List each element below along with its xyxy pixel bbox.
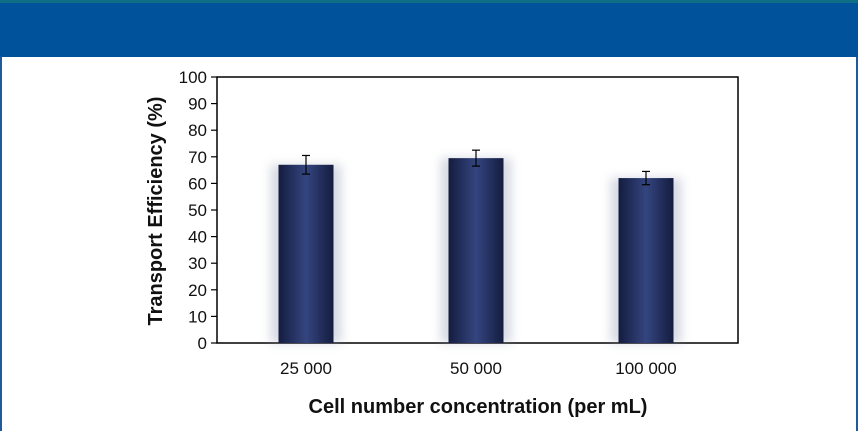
y-tick-label: 20 — [188, 281, 207, 300]
error-bar — [302, 154, 310, 175]
x-axis: 25 000 50 000 100 000 — [280, 359, 677, 378]
x-tick-label: 100 000 — [615, 359, 676, 378]
x-tick-label: 25 000 — [280, 359, 332, 378]
header-banner — [0, 0, 858, 57]
y-tick-label: 100 — [179, 68, 207, 87]
bars — [278, 158, 674, 343]
y-axis: 0 10 20 30 40 50 60 70 80 90 100 — [179, 68, 217, 353]
y-tick-label: 90 — [188, 95, 207, 114]
bar — [618, 178, 674, 343]
error-bar — [472, 149, 480, 167]
y-tick-label: 30 — [188, 254, 207, 273]
x-tick-label: 50 000 — [450, 359, 502, 378]
y-tick-label: 0 — [198, 334, 207, 353]
y-tick-label: 10 — [188, 307, 207, 326]
y-tick-label: 80 — [188, 121, 207, 140]
error-bars — [302, 149, 650, 186]
y-tick-label: 50 — [188, 201, 207, 220]
error-bar — [642, 170, 650, 186]
y-tick-label: 40 — [188, 228, 207, 247]
bar — [448, 158, 504, 343]
bar — [278, 164, 334, 343]
y-tick-label: 70 — [188, 148, 207, 167]
x-axis-title: Cell number concentration (per mL) — [309, 396, 648, 418]
y-tick-label: 60 — [188, 174, 207, 193]
y-axis-title: Transport Efficiency (%) — [145, 97, 167, 326]
